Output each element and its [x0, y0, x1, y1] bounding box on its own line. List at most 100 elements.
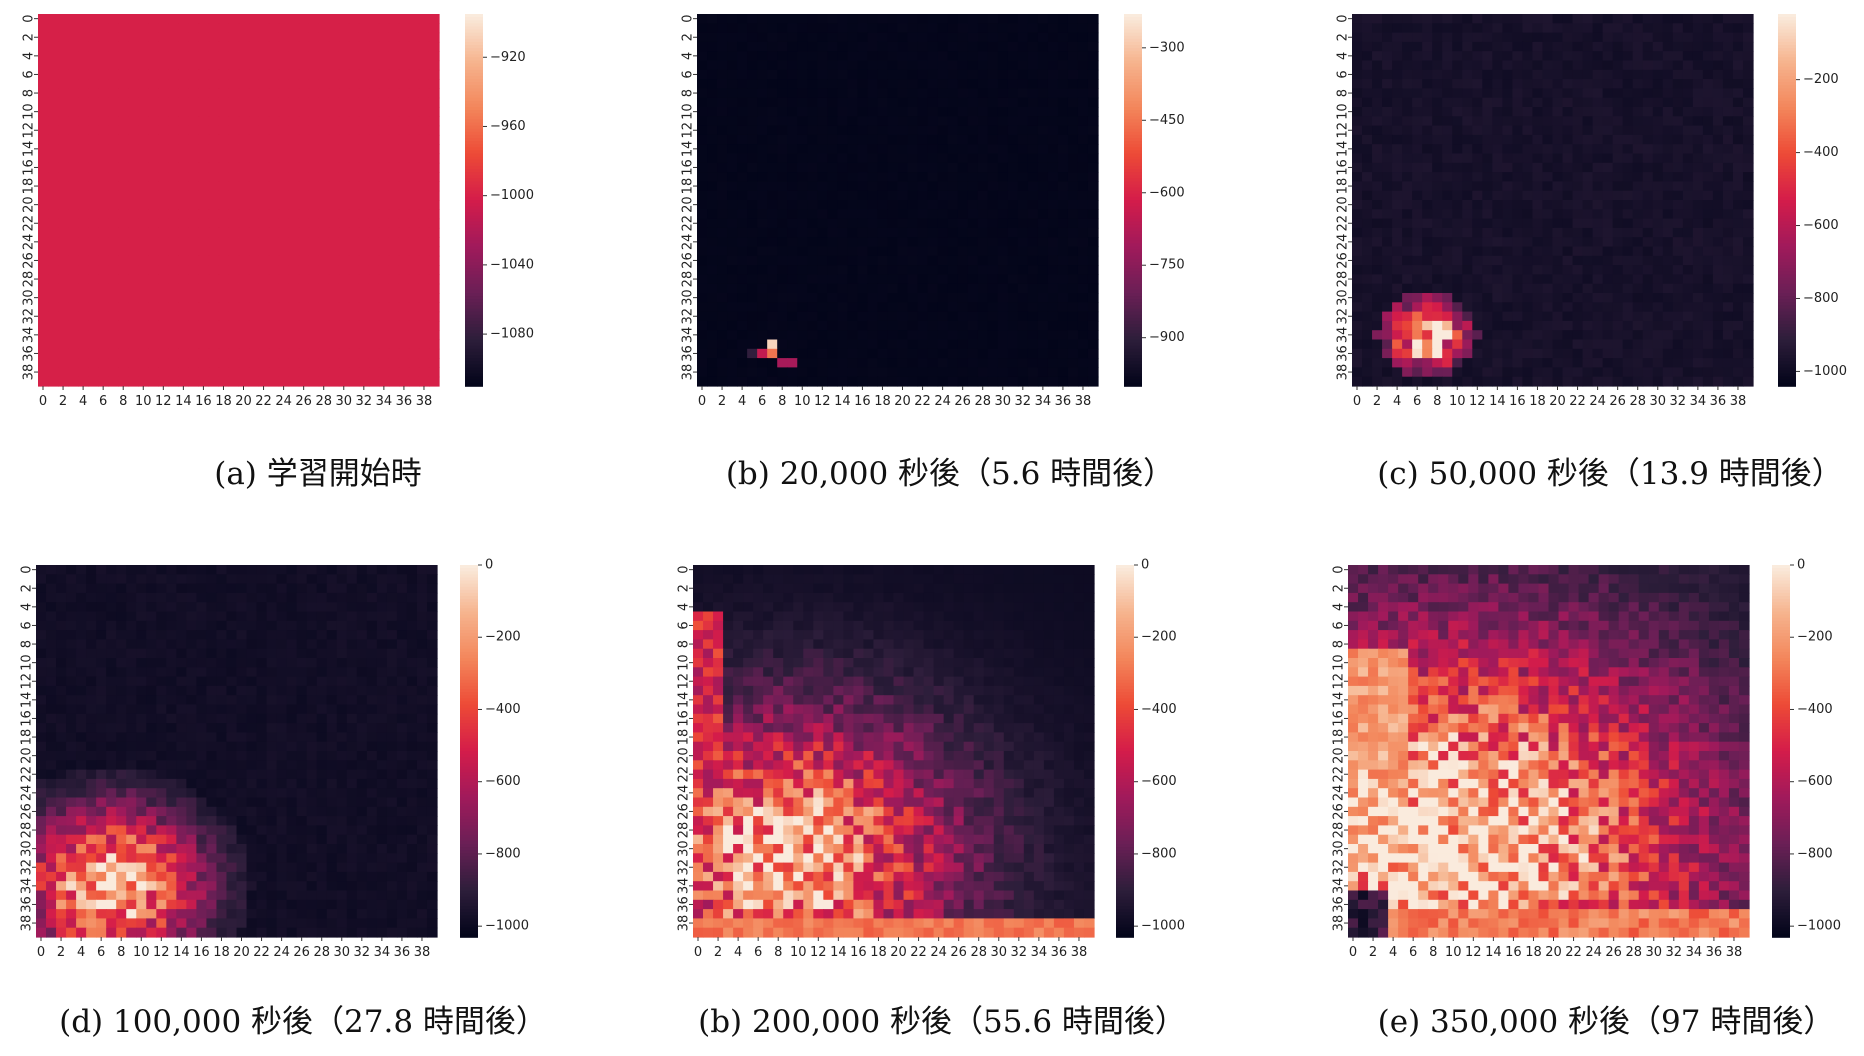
heatmap-cell	[1007, 302, 1019, 313]
heatmap-cell	[717, 302, 728, 313]
heatmap-cell	[707, 311, 718, 322]
heatmap-cell	[328, 32, 340, 43]
heatmap-cell	[807, 200, 818, 210]
heatmap-cell	[338, 23, 350, 34]
heatmap-cell	[1482, 97, 1493, 108]
heatmap-cell	[1057, 218, 1069, 229]
heatmap-cell	[328, 330, 340, 341]
heatmap-cell	[1372, 79, 1383, 89]
heatmap-cell	[797, 69, 808, 80]
heatmap-cell	[1077, 348, 1089, 359]
heatmap-cell	[1652, 162, 1664, 173]
colorbar-segment	[465, 51, 483, 56]
heatmap-cell	[867, 274, 879, 285]
heatmap-cell	[298, 69, 310, 80]
heatmap-cell	[697, 107, 708, 117]
heatmap-cell	[717, 218, 728, 229]
heatmap-cell	[78, 227, 89, 238]
heatmap-cell	[1452, 134, 1463, 145]
heatmap-cell	[817, 97, 828, 108]
heatmap-cell	[947, 181, 959, 192]
heatmap-cell	[1442, 190, 1453, 201]
heatmap-cell	[837, 237, 848, 248]
heatmap-cell	[398, 190, 410, 201]
heatmap-cell	[218, 367, 230, 378]
heatmap-cell	[1562, 125, 1574, 136]
heatmap-cell	[1732, 134, 1744, 145]
heatmap-cell	[827, 69, 838, 80]
heatmap-cell	[767, 209, 778, 220]
heatmap-cell	[418, 302, 430, 313]
heatmap-cell	[1392, 265, 1403, 275]
heatmap-cell	[1572, 162, 1584, 173]
heatmap-cell	[158, 23, 169, 34]
heatmap-cell	[1087, 181, 1099, 192]
heatmap-cell	[138, 172, 149, 182]
heatmap-cell	[1442, 181, 1453, 192]
heatmap-cell	[1432, 274, 1443, 285]
heatmap-cell	[1732, 172, 1744, 182]
heatmap-cell	[837, 153, 848, 164]
heatmap-cell	[1492, 107, 1503, 117]
heatmap-cell	[228, 125, 240, 136]
heatmap-cell	[1352, 79, 1363, 89]
heatmap-cell	[1712, 134, 1724, 145]
heatmap-cell	[867, 265, 879, 275]
heatmap-cell	[727, 181, 738, 192]
heatmap-cell	[1682, 255, 1694, 266]
heatmap-cell	[1622, 153, 1634, 164]
colorbar-segment	[1124, 224, 1142, 229]
heatmap-cell	[1412, 88, 1423, 99]
heatmap-cell	[727, 134, 738, 145]
heatmap-cell	[867, 41, 879, 52]
heatmap-cell	[857, 134, 869, 145]
heatmap-cell	[707, 69, 718, 80]
heatmap-cell	[1522, 79, 1534, 89]
heatmap-cell	[278, 348, 290, 359]
heatmap-cell	[388, 293, 400, 303]
heatmap-cell	[38, 181, 49, 192]
heatmap-cell	[997, 293, 1009, 303]
heatmap-cell	[78, 116, 89, 127]
heatmap-cell	[797, 32, 808, 43]
heatmap-cell	[777, 153, 788, 164]
heatmap-cell	[1057, 144, 1069, 155]
heatmap-cell	[807, 293, 818, 303]
heatmap-cell	[1582, 41, 1594, 52]
heatmap-cell	[1492, 293, 1503, 303]
heatmap-cell	[168, 330, 179, 341]
heatmap-cell	[1532, 116, 1544, 127]
heatmap-cell	[787, 200, 798, 210]
heatmap-cell	[398, 32, 410, 43]
heatmap-cell	[348, 79, 360, 89]
heatmap-cell	[857, 153, 869, 164]
heatmap-cell	[1017, 209, 1029, 220]
heatmap-cell	[308, 190, 320, 201]
heatmap-cell	[98, 339, 109, 350]
heatmap-cell	[1077, 237, 1089, 248]
colorbar-segment	[465, 355, 483, 359]
heatmap-cell	[208, 69, 220, 80]
heatmap-cell	[368, 237, 380, 248]
colorbar-segment	[465, 262, 483, 266]
heatmap-cell	[1077, 293, 1089, 303]
heatmap-cell	[1372, 265, 1383, 275]
heatmap-cell	[428, 367, 440, 378]
heatmap-cell	[1007, 348, 1019, 359]
heatmap-cell	[1007, 172, 1019, 182]
heatmap-cell	[1522, 283, 1534, 294]
heatmap-cell	[218, 88, 230, 99]
heatmap-cell	[967, 23, 979, 34]
heatmap-cell	[258, 32, 270, 43]
heatmap-cell	[1542, 153, 1554, 164]
heatmap-cell	[1412, 153, 1423, 164]
heatmap-cell	[128, 69, 139, 80]
heatmap-cell	[118, 162, 129, 173]
heatmap-cell	[148, 97, 159, 108]
heatmap-cell	[1622, 246, 1634, 257]
heatmap-cell	[168, 14, 179, 24]
heatmap-cell	[208, 181, 220, 192]
heatmap-cell	[877, 274, 889, 285]
heatmap-cell	[1392, 246, 1403, 257]
heatmap-cell	[807, 367, 818, 378]
